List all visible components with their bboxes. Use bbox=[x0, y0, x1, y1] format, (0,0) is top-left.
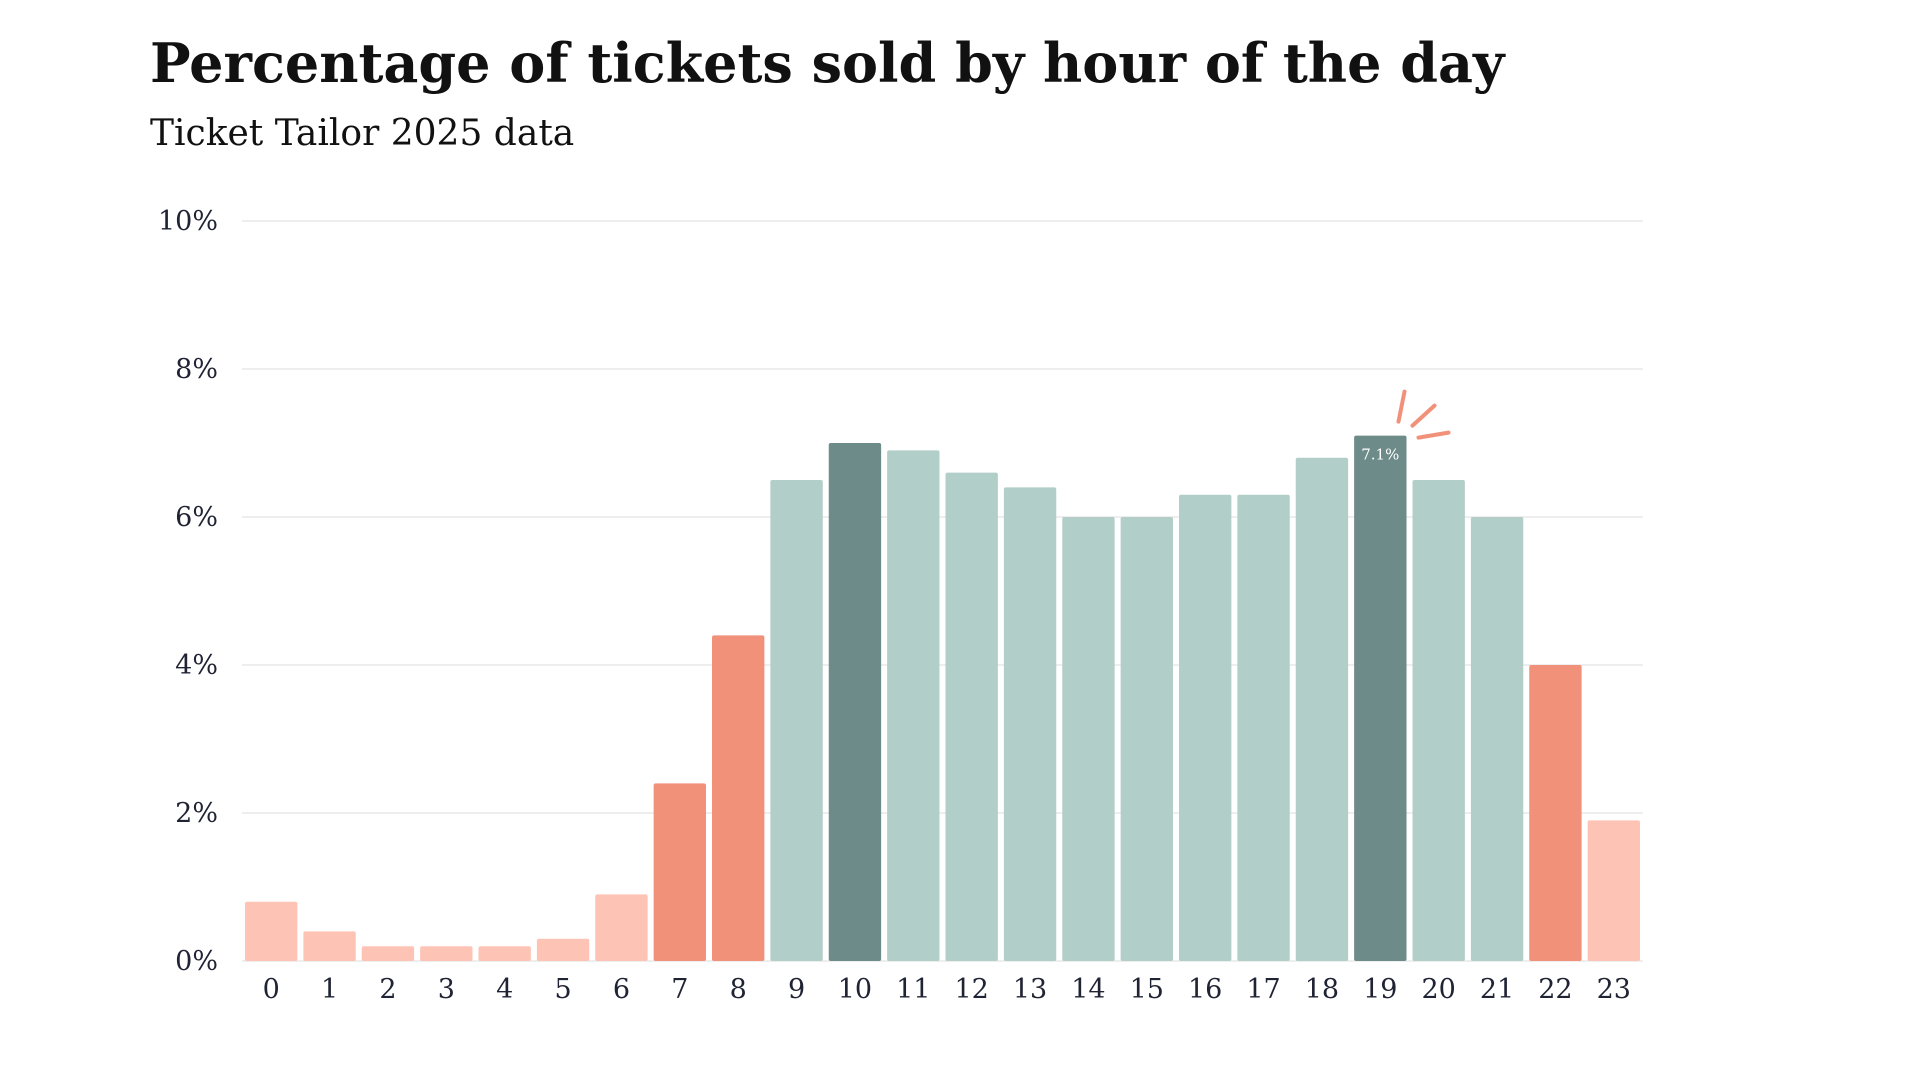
x-tick-label: 7 bbox=[671, 974, 688, 1005]
bar bbox=[1062, 517, 1115, 961]
bar bbox=[887, 450, 940, 961]
burst-stroke bbox=[1396, 389, 1407, 424]
x-tick-label: 21 bbox=[1480, 974, 1514, 1005]
bar bbox=[712, 635, 765, 961]
x-tick-label: 17 bbox=[1246, 974, 1280, 1005]
x-tick-label: 0 bbox=[263, 974, 280, 1005]
x-tick-label: 3 bbox=[438, 974, 455, 1005]
y-tick-label: 0% bbox=[175, 946, 218, 977]
bar bbox=[1179, 494, 1232, 961]
bar bbox=[1470, 517, 1524, 961]
y-tick-label: 8% bbox=[175, 354, 218, 385]
x-tick-label: 8 bbox=[730, 974, 747, 1005]
x-tick-label: 15 bbox=[1130, 974, 1164, 1005]
x-tick-label: 19 bbox=[1363, 974, 1397, 1005]
bar bbox=[478, 946, 531, 961]
x-tick-label: 6 bbox=[613, 974, 630, 1005]
x-tick-label: 5 bbox=[554, 974, 571, 1005]
y-tick-label: 2% bbox=[175, 798, 218, 829]
y-tick-label: 10% bbox=[158, 206, 218, 237]
bar bbox=[770, 480, 823, 961]
x-tick-label: 1 bbox=[321, 974, 338, 1005]
x-tick-label: 16 bbox=[1188, 974, 1222, 1005]
bar bbox=[1237, 494, 1290, 961]
x-tick-label: 12 bbox=[955, 974, 989, 1005]
y-tick-label: 6% bbox=[175, 502, 218, 533]
x-tick-label: 22 bbox=[1538, 974, 1572, 1005]
bar bbox=[1412, 480, 1465, 961]
bar bbox=[303, 931, 356, 961]
burst-stroke bbox=[1416, 430, 1451, 440]
bar bbox=[1003, 487, 1057, 961]
x-tick-label: 13 bbox=[1013, 974, 1047, 1005]
bar bbox=[595, 894, 648, 961]
x-tick-label: 4 bbox=[496, 974, 513, 1005]
x-tick-label: 18 bbox=[1305, 974, 1339, 1005]
bar bbox=[1587, 820, 1640, 961]
x-tick-label: 9 bbox=[788, 974, 805, 1005]
chart-title: Percentage of tickets sold by hour of th… bbox=[150, 31, 1506, 95]
bar bbox=[1295, 457, 1349, 961]
bar bbox=[1529, 665, 1582, 961]
bar bbox=[1354, 435, 1407, 962]
burst-stroke bbox=[1410, 403, 1437, 428]
x-tick-label: 23 bbox=[1597, 974, 1631, 1005]
x-tick-label: 11 bbox=[896, 974, 930, 1005]
bar bbox=[245, 901, 298, 961]
x-tick-label: 14 bbox=[1071, 974, 1105, 1005]
bar bbox=[828, 443, 882, 961]
x-tick-label: 2 bbox=[379, 974, 396, 1005]
value-label: 7.1% bbox=[1361, 446, 1399, 464]
bar bbox=[653, 783, 706, 961]
bar bbox=[1120, 517, 1173, 961]
bar bbox=[536, 938, 590, 961]
x-tick-label: 10 bbox=[838, 974, 872, 1005]
bar bbox=[361, 946, 415, 961]
y-tick-label: 4% bbox=[175, 650, 218, 681]
chart-subtitle: Ticket Tailor 2025 data bbox=[150, 113, 574, 154]
bar bbox=[420, 946, 473, 961]
x-tick-label: 20 bbox=[1422, 974, 1456, 1005]
bar bbox=[945, 472, 998, 961]
